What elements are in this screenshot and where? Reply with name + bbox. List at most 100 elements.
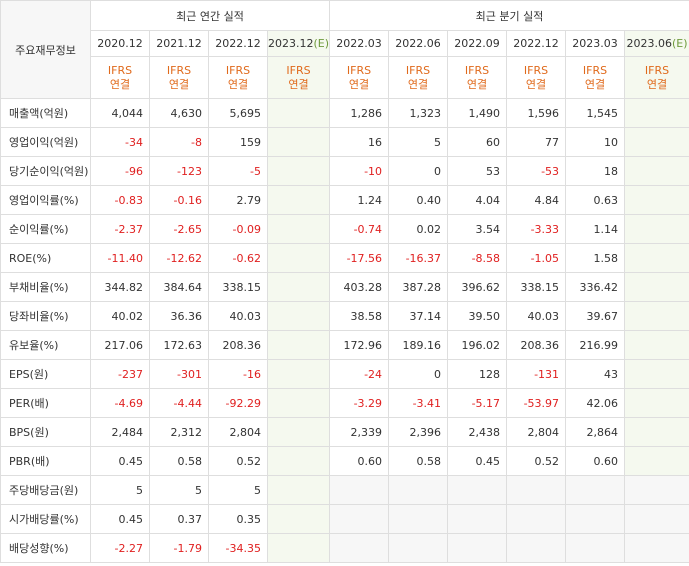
quarterly-value-cell: 0.60 [565, 446, 626, 476]
annual-value-cell: 40.03 [208, 301, 268, 331]
quarterly-value-cell: 1,490 [447, 98, 508, 128]
quarterly-value-cell: 0.63 [565, 185, 626, 215]
quarterly-value-cell: 38.58 [329, 301, 390, 331]
annual-period-header: 2021.12 [149, 30, 209, 57]
quarterly-value-cell: 4.04 [447, 185, 508, 215]
quarterly-value-cell: 172.96 [329, 330, 390, 360]
quarterly-value-cell [624, 214, 689, 244]
quarterly-value-cell: -24 [329, 359, 390, 389]
ifrs-label-line2: 연결 [407, 77, 429, 91]
annual-value-cell: 2.79 [208, 185, 268, 215]
quarterly-value-cell [624, 359, 689, 389]
annual-value-cell: 0.45 [90, 504, 150, 534]
quarterly-section-title: 최근 분기 실적 [329, 0, 689, 31]
annual-value-cell: -34 [90, 127, 150, 157]
table-row: 유보율(%) 217.06 172.63 208.36 172.96 189.16 196.… [0, 330, 689, 360]
row-label: 영업이익(억원) [0, 127, 91, 157]
quarterly-value-cell: -3.33 [506, 214, 567, 244]
quarterly-period-header: 2022.06 [388, 30, 449, 57]
annual-period-header: 2020.12 [90, 30, 150, 57]
quarterly-value-cell: 0.40 [388, 185, 449, 215]
ifrs-basis-label: IFRS 연결 [624, 56, 689, 99]
annual-value-cell: -2.37 [90, 214, 150, 244]
quarterly-value-cell: 2,864 [565, 417, 626, 447]
ifrs-label-line2: 연결 [525, 77, 547, 91]
ifrs-label-line2: 연결 [227, 77, 249, 91]
quarterly-value-cell: -5.17 [447, 388, 508, 418]
annual-value-cell: 338.15 [208, 272, 268, 302]
annual-value-cell: -2.65 [149, 214, 209, 244]
period-date: 2023.12 [268, 37, 314, 50]
quarterly-value-cell [624, 330, 689, 360]
ifrs-label-line2: 연결 [584, 77, 606, 91]
row-label: ROE(%) [0, 243, 91, 273]
ifrs-label-line2: 연결 [348, 77, 370, 91]
quarterly-value-cell: 0 [388, 156, 449, 186]
table-row: PBR(배) 0.45 0.58 0.52 0.60 0.58 0.45 0.52 0.60 [0, 446, 689, 476]
quarterly-value-cell: 128 [447, 359, 508, 389]
table-row: ROE(%) -11.40 -12.62 -0.62 -17.56 -16.37 -8.58… [0, 243, 689, 273]
ifrs-label-line2: 연결 [168, 77, 190, 91]
annual-value-cell: -92.29 [208, 388, 268, 418]
quarterly-value-cell: 0.60 [329, 446, 390, 476]
quarterly-value-cell: 4.84 [506, 185, 567, 215]
table-row: EPS(원) -237 -301 -16 -24 0 128 -131 43 [0, 359, 689, 389]
quarterly-value-cell [447, 533, 508, 563]
quarterly-period-header: 2022.09 [447, 30, 508, 57]
annual-value-cell [266, 446, 331, 476]
annual-value-cell: -11.40 [90, 243, 150, 273]
quarterly-value-cell: 0.52 [506, 446, 567, 476]
period-date: 2023.06 [626, 37, 673, 50]
quarterly-value-cell: 60 [447, 127, 508, 157]
ifrs-label-line1: IFRS [582, 63, 608, 77]
row-label: PER(배) [0, 388, 91, 418]
quarterly-value-cell [388, 504, 449, 534]
quarterly-value-cell: 216.99 [565, 330, 626, 360]
annual-value-cell [266, 185, 331, 215]
annual-value-cell: 217.06 [90, 330, 150, 360]
quarterly-value-cell [447, 504, 508, 534]
quarterly-value-cell [624, 301, 689, 331]
annual-value-cell: -301 [149, 359, 209, 389]
quarterly-value-cell: 16 [329, 127, 390, 157]
annual-value-cell [266, 475, 331, 505]
table-row: 배당성향(%) -2.27 -1.79 -34.35 [0, 533, 689, 563]
annual-value-cell: 0.52 [208, 446, 268, 476]
annual-value-cell [266, 301, 331, 331]
annual-value-cell: -4.69 [90, 388, 150, 418]
table-row: 순이익률(%) -2.37 -2.65 -0.09 -0.74 0.02 3.54 -3.33… [0, 214, 689, 244]
annual-value-cell [266, 533, 331, 563]
row-label: 순이익률(%) [0, 214, 91, 244]
ifrs-label-line1: IFRS [166, 63, 192, 77]
quarterly-value-cell: 37.14 [388, 301, 449, 331]
quarterly-value-cell: 2,339 [329, 417, 390, 447]
annual-value-cell: -1.79 [149, 533, 209, 563]
quarterly-value-cell [388, 533, 449, 563]
quarterly-period-header: 2023.03 [565, 30, 626, 57]
header-row-ifrs: IFRS 연결 IFRS 연결 IFRS 연결 IFRS 연결 IFRS 연결 IFRS 연결 IFRS… [1, 56, 689, 99]
quarterly-value-cell: -53 [506, 156, 567, 186]
quarterly-value-cell: 1.24 [329, 185, 390, 215]
quarterly-value-cell [388, 475, 449, 505]
quarterly-value-cell: 387.28 [388, 272, 449, 302]
quarterly-value-cell: -0.74 [329, 214, 390, 244]
quarterly-value-cell: 3.54 [447, 214, 508, 244]
annual-value-cell [266, 243, 331, 273]
row-label: 배당성향(%) [0, 533, 91, 563]
table-row: 영업이익(억원) -34 -8 159 16 5 60 77 10 [0, 127, 689, 157]
annual-value-cell: -0.83 [90, 185, 150, 215]
quarterly-value-cell [565, 475, 626, 505]
quarterly-value-cell [624, 504, 689, 534]
quarterly-value-cell: 1,323 [388, 98, 449, 128]
annual-value-cell: 2,804 [208, 417, 268, 447]
row-label: 주당배당금(원) [0, 475, 91, 505]
row-label: 유보율(%) [0, 330, 91, 360]
ifrs-label-line1: IFRS [523, 63, 549, 77]
annual-value-cell [266, 504, 331, 534]
annual-value-cell: 5 [90, 475, 150, 505]
quarterly-value-cell [624, 446, 689, 476]
quarterly-value-cell [565, 533, 626, 563]
annual-period-header: 2023.12(E) [266, 30, 331, 57]
ifrs-basis-label: IFRS 연결 [506, 56, 567, 99]
quarterly-value-cell: 2,396 [388, 417, 449, 447]
